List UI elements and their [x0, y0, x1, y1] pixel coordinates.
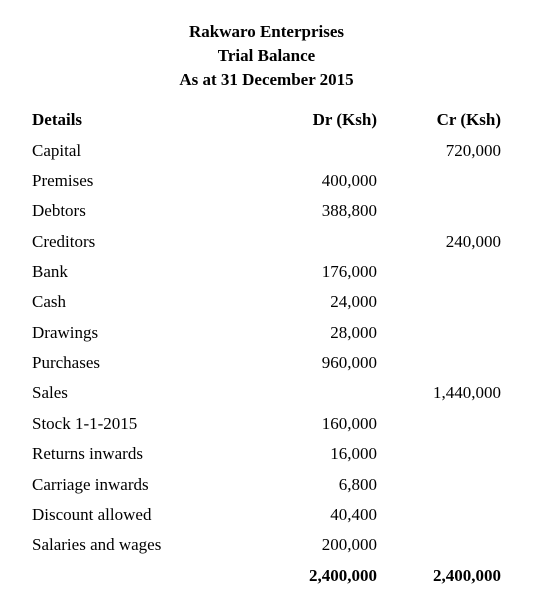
row-label: Stock 1-1-2015 [28, 409, 228, 439]
row-cr [381, 530, 505, 560]
table-row: Discount allowed40,400 [28, 500, 505, 530]
row-dr: 28,000 [228, 318, 381, 348]
row-cr [381, 318, 505, 348]
row-label: Debtors [28, 196, 228, 226]
totals-dr: 2,400,000 [228, 561, 381, 591]
table-row: Carriage inwards6,800 [28, 470, 505, 500]
row-dr: 16,000 [228, 439, 381, 469]
row-label: Cash [28, 287, 228, 317]
row-cr: 1,440,000 [381, 378, 505, 408]
row-label: Creditors [28, 227, 228, 257]
row-cr [381, 439, 505, 469]
row-cr [381, 470, 505, 500]
table-row: Cash24,000 [28, 287, 505, 317]
totals-cr: 2,400,000 [381, 561, 505, 591]
table-row: Purchases960,000 [28, 348, 505, 378]
row-label: Sales [28, 378, 228, 408]
row-dr: 200,000 [228, 530, 381, 560]
table-row: Capital 720,000 [28, 136, 505, 166]
row-label: Purchases [28, 348, 228, 378]
table-row: Bank176,000 [28, 257, 505, 287]
row-dr: 960,000 [228, 348, 381, 378]
row-cr [381, 409, 505, 439]
row-dr: 6,800 [228, 470, 381, 500]
row-cr [381, 196, 505, 226]
table-row: Debtors388,800 [28, 196, 505, 226]
table-row: Sales 1,440,000 [28, 378, 505, 408]
row-dr: 400,000 [228, 166, 381, 196]
table-row: Returns inwards16,000 [28, 439, 505, 469]
report-date: As at 31 December 2015 [28, 68, 505, 92]
report-header: Rakwaro Enterprises Trial Balance As at … [28, 20, 505, 91]
table-row: Salaries and wages200,000 [28, 530, 505, 560]
row-cr [381, 348, 505, 378]
totals-label [28, 561, 228, 591]
table-header-row: Details Dr (Ksh) Cr (Ksh) [28, 105, 505, 135]
trial-balance-table: Details Dr (Ksh) Cr (Ksh) Capital 720,000… [28, 105, 505, 591]
row-label: Salaries and wages [28, 530, 228, 560]
row-label: Premises [28, 166, 228, 196]
table-row: Premises400,000 [28, 166, 505, 196]
row-label: Bank [28, 257, 228, 287]
row-dr [228, 227, 381, 257]
report-title: Trial Balance [28, 44, 505, 68]
row-label: Discount allowed [28, 500, 228, 530]
row-cr: 720,000 [381, 136, 505, 166]
row-cr [381, 500, 505, 530]
table-row: Drawings28,000 [28, 318, 505, 348]
col-cr: Cr (Ksh) [381, 105, 505, 135]
row-dr [228, 378, 381, 408]
row-dr: 176,000 [228, 257, 381, 287]
row-label: Capital [28, 136, 228, 166]
row-label: Drawings [28, 318, 228, 348]
row-label: Carriage inwards [28, 470, 228, 500]
row-dr: 160,000 [228, 409, 381, 439]
row-dr: 388,800 [228, 196, 381, 226]
row-label: Returns inwards [28, 439, 228, 469]
row-dr: 40,400 [228, 500, 381, 530]
row-cr [381, 287, 505, 317]
table-row: Creditors 240,000 [28, 227, 505, 257]
company-name: Rakwaro Enterprises [28, 20, 505, 44]
row-dr: 24,000 [228, 287, 381, 317]
col-details: Details [28, 105, 228, 135]
row-cr [381, 257, 505, 287]
row-cr: 240,000 [381, 227, 505, 257]
row-dr [228, 136, 381, 166]
row-cr [381, 166, 505, 196]
totals-row: 2,400,000 2,400,000 [28, 561, 505, 591]
col-dr: Dr (Ksh) [228, 105, 381, 135]
table-row: Stock 1-1-2015160,000 [28, 409, 505, 439]
